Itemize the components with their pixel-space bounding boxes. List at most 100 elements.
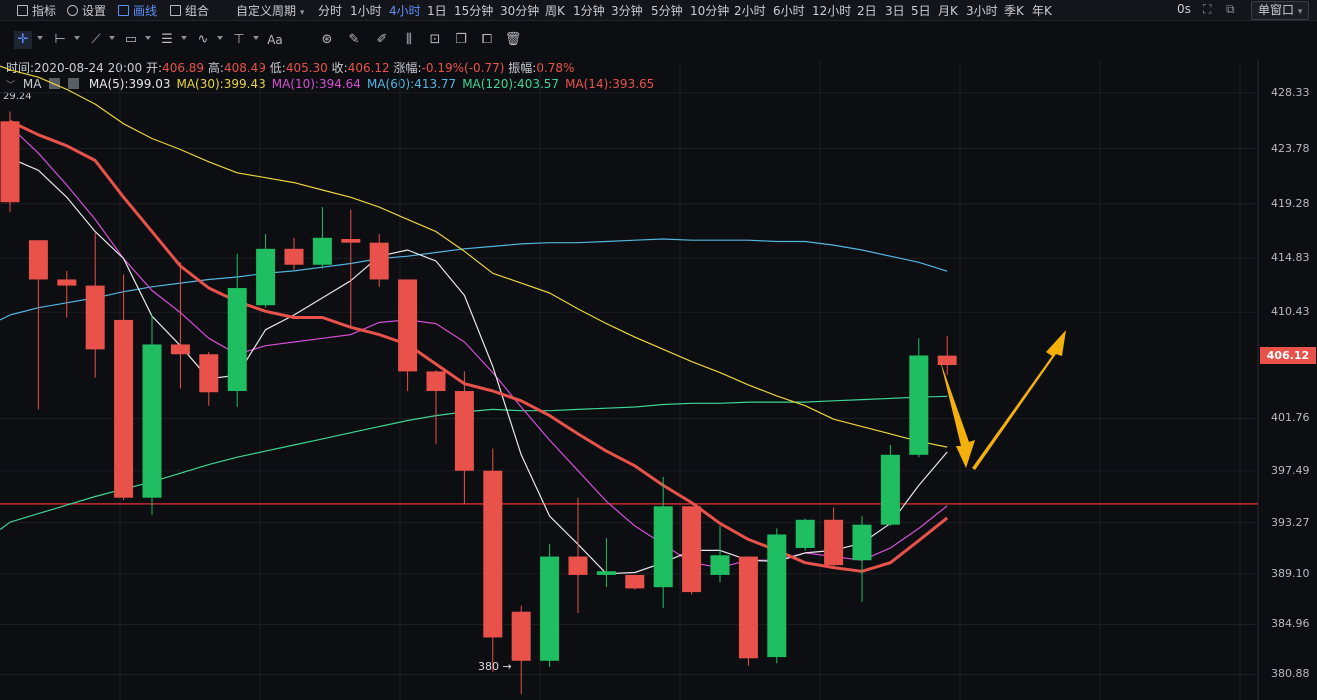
- candle-body: [483, 470, 503, 638]
- horizontal-line-icon[interactable]: ⊢: [54, 32, 66, 47]
- custom-period-dropdown[interactable]: 自定义周期 ▾: [236, 4, 305, 18]
- ma-value-label: MA(10):394.64: [271, 77, 361, 91]
- y-tick-label: 410.43: [1271, 305, 1310, 319]
- brush-icon[interactable]: ✐: [376, 32, 388, 47]
- period-tab[interactable]: 分时: [318, 4, 343, 18]
- candle-body: [880, 454, 900, 525]
- candle-body: [57, 279, 77, 286]
- ma-value-label: MA(14):393.65: [565, 77, 655, 91]
- candle-body: [852, 524, 872, 561]
- candle-body: [398, 279, 418, 372]
- chevron-down-icon[interactable]: [37, 36, 43, 40]
- chevron-down-icon[interactable]: [181, 36, 187, 40]
- period-tab[interactable]: 12小时: [812, 4, 852, 18]
- ma-settings-icon[interactable]: [49, 78, 61, 89]
- copy-icon[interactable]: ❐: [455, 32, 467, 47]
- crosshair-icon[interactable]: ✛: [14, 31, 32, 49]
- period-tab[interactable]: 5分钟: [651, 4, 683, 18]
- period-tab[interactable]: 10分钟: [690, 4, 730, 18]
- fibonacci-icon[interactable]: ☰: [161, 32, 173, 47]
- chevron-down-icon[interactable]: [145, 36, 151, 40]
- y-tick-label: 428.33: [1271, 85, 1310, 99]
- ma-legend: ﹀ MA MA(5):399.03 MA(30):399.43 MA(10):394…: [6, 77, 654, 91]
- period-tab[interactable]: 5日: [911, 4, 931, 18]
- period-tab[interactable]: 2小时: [734, 4, 766, 18]
- settings-button[interactable]: 设置: [67, 2, 106, 19]
- period-tab[interactable]: 3日: [885, 4, 905, 18]
- period-tab[interactable]: 1分钟: [573, 4, 605, 18]
- y-tick-label: 397.49: [1271, 463, 1310, 477]
- candle-body: [312, 237, 332, 265]
- y-tick-label: 401.76: [1271, 411, 1310, 425]
- ohlc-info: 时间:2020-08-24 20:00 开:406.89 高:408.49 低:…: [6, 61, 575, 75]
- grid-icon: [170, 5, 181, 16]
- candle-body: [795, 519, 815, 548]
- screenshot-icon[interactable]: ⧉: [1226, 2, 1235, 16]
- candle-body: [170, 344, 190, 355]
- hide-drawings-icon[interactable]: ⧠: [481, 32, 493, 47]
- candles-icon[interactable]: ⫼: [406, 32, 412, 47]
- candle-body: [909, 355, 929, 455]
- period-tab[interactable]: 1日: [427, 4, 447, 18]
- chart-icon: [17, 5, 28, 16]
- drawing-button[interactable]: 画线: [118, 2, 157, 19]
- chevron-down-icon[interactable]: [74, 36, 80, 40]
- candle-body: [199, 354, 219, 393]
- candle-body: [85, 285, 105, 350]
- candle-body: [114, 319, 134, 498]
- chevron-down-icon: ▾: [299, 8, 305, 18]
- window-mode-select[interactable]: 单窗口 ▾: [1251, 1, 1310, 20]
- ma-value-label: MA(120):403.57: [462, 77, 560, 91]
- candle-body: [568, 556, 588, 575]
- period-tab[interactable]: 1小时: [350, 4, 382, 18]
- ma-value-label: MA(30):399.43: [176, 77, 266, 91]
- period-tab[interactable]: 周K: [545, 4, 565, 18]
- indicators-button[interactable]: 指标: [17, 2, 56, 19]
- candle-body: [653, 506, 673, 588]
- lock-icon[interactable]: ⊡: [429, 32, 441, 47]
- text-icon[interactable]: Aa: [267, 33, 283, 47]
- measure-icon[interactable]: ⊤: [233, 32, 245, 47]
- rectangle-icon[interactable]: ▭: [124, 32, 138, 47]
- ruler-icon[interactable]: ✎: [348, 32, 360, 47]
- candle-body: [682, 506, 702, 593]
- trash-icon[interactable]: 🗑: [504, 32, 522, 47]
- chevron-down-icon: ▾: [1297, 7, 1303, 17]
- ma-line-ma30: [0, 65, 948, 448]
- period-tab[interactable]: 6小时: [773, 4, 805, 18]
- collapse-icon[interactable]: ﹀: [6, 81, 16, 91]
- chevron-down-icon[interactable]: [109, 36, 115, 40]
- period-tab[interactable]: 3分钟: [611, 4, 643, 18]
- candle-body: [540, 556, 560, 661]
- candle-body: [454, 391, 474, 471]
- last-price-tag: 406.12: [1260, 347, 1316, 364]
- candle-body: [284, 248, 304, 265]
- period-tab[interactable]: 4小时: [389, 4, 421, 18]
- ma-line-ma14: [9, 119, 949, 573]
- period-tab[interactable]: 30分钟: [500, 4, 540, 18]
- magnet-icon[interactable]: ⊛: [321, 32, 333, 47]
- period-tab[interactable]: 15分钟: [454, 4, 494, 18]
- wave-icon[interactable]: ∿: [197, 32, 209, 47]
- candle-body: [227, 288, 247, 392]
- fullscreen-icon[interactable]: ⛶: [1203, 2, 1212, 16]
- ma-close-icon[interactable]: [68, 78, 80, 89]
- chevron-down-icon[interactable]: [217, 36, 223, 40]
- drawing-toolbar: ✛ ⊢ ⟋ ▭ ☰ ∿ ⊤ Aa ⊛ ✎ ✐ ⫼ ⊡ ❐ ⧠ 🗑: [0, 28, 1317, 52]
- period-tab[interactable]: 2日: [857, 4, 877, 18]
- trend-line-icon[interactable]: ⟋: [91, 32, 101, 47]
- chevron-down-icon[interactable]: [253, 36, 259, 40]
- period-tab[interactable]: 3小时: [966, 4, 998, 18]
- period-tab[interactable]: 季K: [1004, 4, 1024, 18]
- candle-body: [256, 248, 276, 306]
- y-tick-label: 389.10: [1271, 566, 1310, 580]
- top-toolbar: 指标 设置 画线 组合 自定义周期 ▾ 分时 1小时 4小时 1日 15分钟 30分钟 周K…: [0, 0, 1317, 21]
- period-tab[interactable]: 年K: [1032, 4, 1052, 18]
- candle-body: [0, 121, 20, 203]
- period-tab[interactable]: 月K: [938, 4, 958, 18]
- ma-value-label: MA(60):413.77: [366, 77, 457, 91]
- y-tick-label: 423.78: [1271, 141, 1310, 155]
- candle-body: [511, 611, 531, 661]
- combo-button[interactable]: 组合: [170, 2, 209, 19]
